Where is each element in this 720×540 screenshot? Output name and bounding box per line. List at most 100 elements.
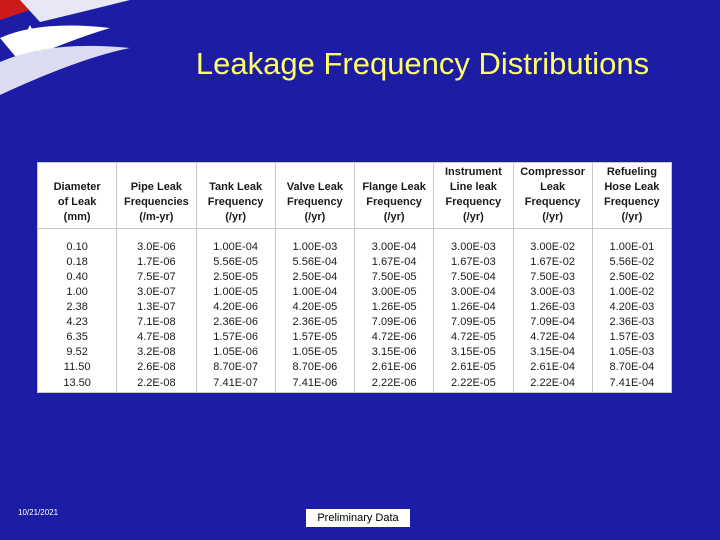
table-cell: 0.40 <box>36 270 118 285</box>
header-line: (/yr) <box>462 211 484 223</box>
table-cell: 1.00E-05 <box>195 285 276 300</box>
header-line: Refueling <box>606 166 657 178</box>
table-row: 0.10 3.0E-06 1.00E-04 1.00E-03 3.00E-04 3.00E… <box>36 240 673 255</box>
table-cell: 4.20E-05 <box>274 300 356 315</box>
table-cell: 1.67E-02 <box>512 255 593 270</box>
table-cell: 3.00E-05 <box>353 285 435 300</box>
table-row: 2.38 1.3E-07 4.20E-06 4.20E-05 1.26E-05 1.26E… <box>36 300 673 315</box>
table-cell: 3.00E-04 <box>353 240 435 255</box>
spacer-cell <box>116 228 197 240</box>
table-cell: 7.09E-05 <box>433 315 514 330</box>
table-cell: 2.36E-05 <box>274 315 356 330</box>
table-cell: 5.56E-05 <box>195 255 276 270</box>
header-line: (mm) <box>63 211 91 223</box>
table-cell: 2.36E-03 <box>591 315 673 330</box>
header-line: Frequency <box>445 196 502 208</box>
table-cell: 4.20E-06 <box>195 300 276 315</box>
table-row: 6.35 4.7E-08 1.57E-06 1.57E-05 4.72E-06 4.72E… <box>36 330 673 345</box>
table-cell: 3.0E-07 <box>116 285 197 300</box>
header-line: (/m-yr) <box>139 211 174 223</box>
table-cell: 2.50E-02 <box>591 270 673 285</box>
table-cell: 4.7E-08 <box>116 330 197 345</box>
header-line: (/yr) <box>383 211 405 223</box>
table-row: 4.23 7.1E-08 2.36E-06 2.36E-05 7.09E-06 7.09E… <box>36 315 673 330</box>
table-row: 1.00 3.0E-07 1.00E-05 1.00E-04 3.00E-05 3.00E… <box>36 285 673 300</box>
table-cell: 1.00E-02 <box>591 285 673 300</box>
table-cell: 1.05E-05 <box>274 345 356 360</box>
table-cell: 7.41E-07 <box>195 375 276 393</box>
slide-title: Leakage Frequency Distributions <box>195 46 650 81</box>
table-cell: 1.26E-03 <box>512 300 593 315</box>
table-cell: 0.10 <box>36 240 118 255</box>
table-cell: 7.09E-04 <box>512 315 593 330</box>
table-cell: 3.00E-04 <box>433 285 514 300</box>
header-line: (/yr) <box>225 211 247 223</box>
table-cell: 1.26E-05 <box>353 300 435 315</box>
table-cell: 1.00E-04 <box>195 240 276 255</box>
table-cell: 5.56E-02 <box>591 255 673 270</box>
table-cell: 4.23 <box>36 315 118 330</box>
table-cell: 1.00E-04 <box>274 285 356 300</box>
spacer-row <box>36 228 673 240</box>
table-cell: 4.20E-03 <box>591 300 673 315</box>
header-line: Line leak <box>449 181 497 193</box>
table-cell: 3.15E-06 <box>353 345 435 360</box>
header-line: Frequency <box>366 196 422 208</box>
header-line: Diameter <box>53 181 101 193</box>
table-cell: 1.05E-06 <box>195 345 276 360</box>
header-cell: Instrument Line leak Frequency (/yr) <box>433 162 514 229</box>
table-cell: 7.50E-04 <box>433 270 514 285</box>
table-cell: 7.5E-07 <box>116 270 197 285</box>
header-line: Compressor <box>520 166 586 178</box>
table-cell: 3.00E-03 <box>512 285 593 300</box>
table-cell: 13.50 <box>36 375 118 393</box>
table-row: 9.52 3.2E-08 1.05E-06 1.05E-05 3.15E-06 3.15E… <box>36 345 673 360</box>
table-cell: 7.41E-06 <box>274 375 356 393</box>
table-cell: 4.72E-05 <box>433 330 514 345</box>
table-cell: 4.72E-06 <box>353 330 435 345</box>
spacer-cell <box>195 228 276 240</box>
table-cell: 1.26E-04 <box>433 300 514 315</box>
footer-date: 10/21/2021 <box>18 508 59 517</box>
header-line: Instrument <box>444 166 502 178</box>
header-line: (/yr) <box>542 211 564 223</box>
header-line: Frequencies <box>123 196 189 208</box>
spacer-cell <box>512 228 593 240</box>
table-cell: 7.41E-04 <box>591 375 673 393</box>
table-cell: 8.70E-06 <box>274 360 356 375</box>
header-cell: Valve Leak Frequency (/yr) <box>274 162 356 229</box>
table-cell: 1.00E-01 <box>591 240 673 255</box>
table-cell: 1.7E-06 <box>116 255 197 270</box>
spacer-cell <box>36 228 118 240</box>
table-row: 13.50 2.2E-08 7.41E-07 7.41E-06 2.22E-06 2.22… <box>36 375 673 393</box>
table-cell: 2.50E-04 <box>274 270 356 285</box>
table-cell: 1.57E-03 <box>591 330 673 345</box>
header-line: Frequency <box>524 196 581 208</box>
header-line: Leak <box>540 181 566 193</box>
table-cell: 7.50E-03 <box>512 270 593 285</box>
table-cell: 2.61E-06 <box>353 360 435 375</box>
table-cell: 2.50E-05 <box>195 270 276 285</box>
table-cell: 0.18 <box>36 255 118 270</box>
table-cell: 3.0E-06 <box>116 240 197 255</box>
table-cell: 2.22E-05 <box>433 375 514 393</box>
header-line: Frequency <box>287 196 343 208</box>
table-cell: 1.05E-03 <box>591 345 673 360</box>
header-line: of Leak <box>57 196 97 208</box>
flag-stripe <box>0 45 130 95</box>
header-cell: Flange Leak Frequency (/yr) <box>353 162 435 229</box>
table-cell: 2.22E-06 <box>353 375 435 393</box>
table-cell: 5.56E-04 <box>274 255 356 270</box>
flag-stripe <box>20 0 130 22</box>
header-line: Frequency <box>207 196 264 208</box>
table-cell: 2.6E-08 <box>116 360 197 375</box>
table-cell: 4.72E-04 <box>512 330 593 345</box>
table-cell: 3.00E-02 <box>512 240 593 255</box>
data-table: Diameter of Leak (mm) Pipe Leak Frequencies (… <box>36 162 673 393</box>
table-cell: 2.2E-08 <box>116 375 197 393</box>
table-cell: 7.50E-05 <box>353 270 435 285</box>
table-cell: 2.61E-04 <box>512 360 593 375</box>
table-cell: 1.57E-05 <box>274 330 356 345</box>
header-cell: Tank Leak Frequency (/yr) <box>195 162 276 229</box>
